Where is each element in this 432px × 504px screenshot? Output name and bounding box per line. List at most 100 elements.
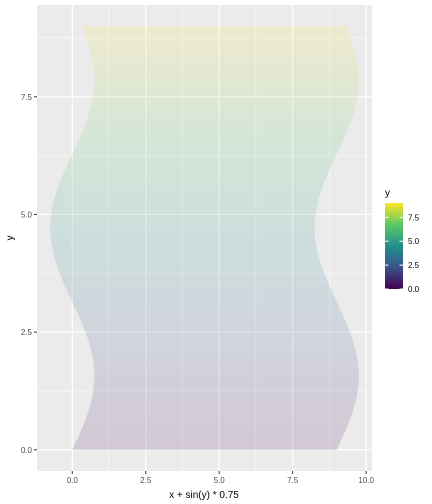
ribbon-strip [93, 68, 359, 71]
ribbon-strip [69, 296, 336, 300]
x-tick-label: 10.0 [358, 476, 374, 485]
ribbon-strip [89, 110, 355, 114]
ribbon-strip [80, 134, 346, 137]
ribbon-strip [81, 426, 348, 429]
ribbon-strip [52, 249, 318, 253]
ribbon-strip [77, 141, 343, 144]
ribbon-strip [93, 360, 358, 363]
ribbon-strip [75, 308, 341, 311]
ribbon-strip [83, 127, 349, 130]
ribbon-strip [64, 285, 331, 288]
ribbon-strip [93, 70, 359, 74]
ribbon-strip [81, 132, 347, 135]
ribbon-strip [80, 320, 347, 323]
ribbon-strip [92, 61, 358, 64]
ribbon-strip [72, 150, 339, 154]
ribbon-strip [77, 313, 344, 316]
ribbon-strip [67, 162, 333, 166]
ribbon-strip [61, 176, 327, 180]
ribbon-strip [50, 230, 315, 234]
ribbon-strip [78, 315, 345, 319]
ribbon-strip [92, 390, 358, 394]
ribbon-strip [93, 386, 359, 389]
ribbon-strip [59, 181, 325, 184]
ribbon-strip [88, 45, 354, 48]
ribbon-strip [82, 423, 349, 427]
ribbon-strip [90, 348, 356, 351]
ribbon-strip [73, 303, 339, 307]
ribbon-strip [83, 421, 350, 424]
ribbon-strip [57, 186, 323, 189]
ribbon-strip [92, 94, 358, 97]
ribbon-strip [85, 416, 351, 420]
panel-background [37, 5, 372, 471]
ribbon-strip [85, 122, 351, 126]
legend-ticks: 0.0 2.5 5.0 7.5 [385, 213, 420, 294]
x-tick-label: 5.0 [214, 476, 226, 485]
ribbon-strip [57, 268, 324, 271]
ribbon-strip [50, 228, 315, 231]
ribbon-strip [63, 282, 330, 286]
ribbon-strip [93, 92, 359, 95]
ribbon-series [50, 26, 359, 450]
ribbon-strip [87, 336, 353, 340]
x-axis-title: x + sin(y) * 0.75 [169, 490, 239, 501]
y-tick-label: 7.5 [21, 93, 33, 102]
ribbon-strip [51, 209, 317, 213]
ribbon-strip [93, 362, 359, 366]
ribbon-strip [50, 219, 316, 222]
ribbon-strip [93, 87, 359, 90]
x-tick-label: 7.5 [287, 476, 299, 485]
legend-title: y [385, 188, 390, 199]
ribbon-strip [94, 80, 359, 83]
ribbon-strip [86, 414, 352, 417]
ribbon-strip [84, 419, 351, 422]
ribbon-strip [89, 108, 355, 111]
ribbon-strip [77, 435, 344, 439]
ribbon-strip [94, 73, 359, 76]
ribbon-strip [57, 266, 323, 269]
ribbon-strip [60, 179, 326, 182]
ribbon-strip [76, 438, 343, 441]
x-tick-label: 2.5 [140, 476, 152, 485]
ribbon-strip [94, 75, 359, 78]
ribbon-strip [94, 379, 359, 382]
ribbon-strip [91, 101, 357, 104]
ribbon-strip [56, 263, 322, 267]
ribbon-strip [94, 376, 359, 380]
ribbon-strip [65, 287, 332, 290]
ribbon-strip [88, 113, 354, 116]
ribbon-strip [59, 273, 326, 276]
ribbon-strip [89, 343, 355, 347]
ribbon-strip [67, 292, 334, 295]
ribbon-strip [51, 242, 317, 246]
ribbon-strip [90, 52, 356, 55]
ribbon-strip [92, 99, 357, 102]
ribbon-strip [82, 129, 348, 133]
ribbon-strip [86, 117, 353, 121]
ribbon-strip [88, 341, 354, 344]
ribbon-strip [87, 115, 353, 118]
ribbon-strip [87, 42, 353, 46]
ribbon-strip [50, 226, 315, 229]
ribbon-strip [81, 322, 348, 326]
ribbon-strip [91, 54, 357, 57]
ribbon-strip [74, 146, 341, 149]
ribbon-strip [82, 28, 348, 31]
ribbon-strip [65, 167, 331, 170]
legend-tick-label: 2.5 [408, 261, 420, 270]
ribbon-strip [82, 325, 349, 328]
ribbon-strip [94, 85, 359, 88]
ribbon-strip [81, 26, 347, 29]
ribbon-strip [93, 66, 359, 69]
ribbon-strip [50, 233, 315, 236]
ribbon-strip [88, 409, 354, 413]
ribbon-strip [79, 430, 346, 434]
ribbon-strip [54, 259, 321, 262]
ribbon-strip [62, 174, 328, 177]
ribbon-strip [68, 160, 334, 163]
ribbon-strip [92, 355, 358, 359]
ribbon-strip [72, 301, 338, 304]
ribbon-strip [50, 238, 316, 241]
